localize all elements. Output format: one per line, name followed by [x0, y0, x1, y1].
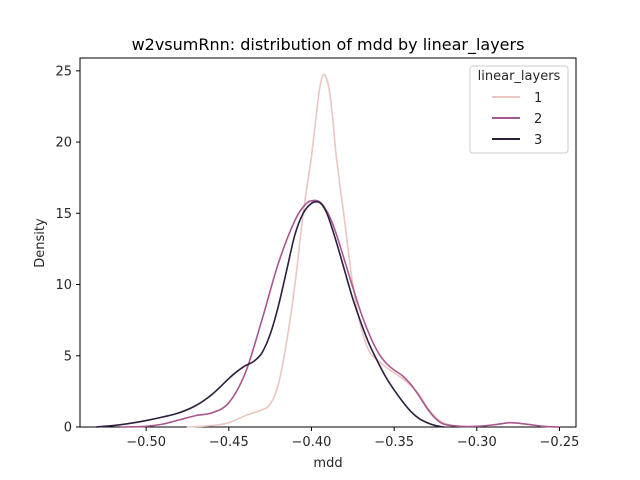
legend-label-3: 3: [534, 133, 542, 148]
x-tick-label: −0.45: [209, 435, 249, 450]
x-tick-label: −0.40: [292, 435, 332, 450]
chart-title: w2vsumRnn: distribution of mdd by linear…: [132, 35, 525, 55]
y-tick-label: 10: [55, 278, 72, 293]
y-axis-label: Density: [33, 218, 48, 268]
y-axis: 0 5 10 15 20 25: [55, 64, 80, 436]
density-curves: [95, 73, 561, 428]
density-curve-3: [95, 200, 445, 428]
x-tick-label: −0.35: [374, 435, 414, 450]
density-curve-2: [120, 199, 561, 428]
x-axis: −0.50 −0.45 −0.40 −0.35 −0.30 −0.25: [126, 427, 579, 450]
x-axis-label: mdd: [313, 456, 342, 471]
legend-entries: 1 2 3: [492, 91, 542, 148]
y-tick-label: 20: [55, 136, 72, 151]
y-tick-label: 5: [64, 349, 72, 364]
density-curve-1: [186, 73, 453, 428]
y-tick-label: 25: [55, 64, 72, 79]
legend: linear_layers 1 2 3: [469, 65, 569, 154]
legend-label-1: 1: [534, 91, 542, 106]
x-tick-label: −0.50: [126, 435, 166, 450]
x-tick-label: −0.25: [540, 435, 580, 450]
y-tick-label: 0: [64, 421, 72, 436]
legend-label-2: 2: [534, 112, 542, 127]
y-tick-label: 15: [55, 207, 72, 222]
legend-box: [469, 65, 569, 154]
legend-title: linear_layers: [478, 69, 561, 84]
x-tick-label: −0.30: [457, 435, 497, 450]
